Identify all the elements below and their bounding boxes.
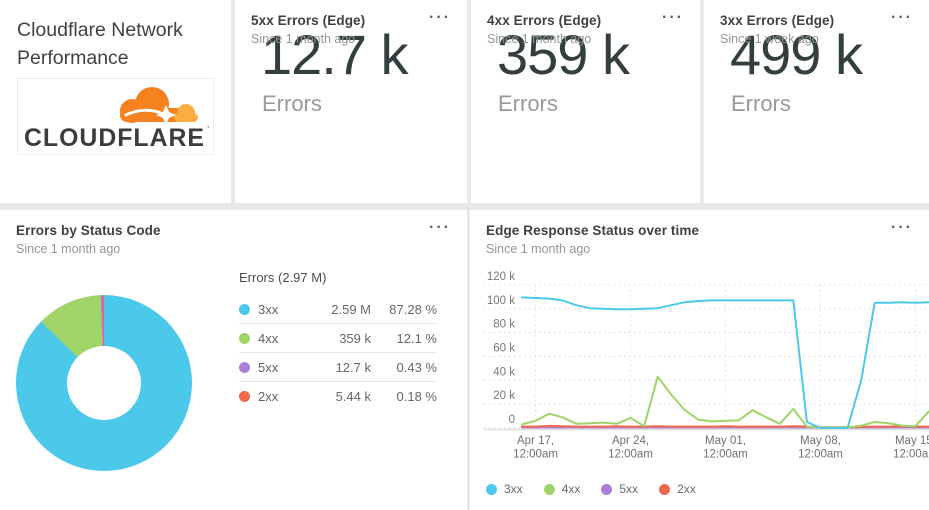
y-axis-label: 40 k — [493, 366, 515, 378]
line-chart-legend: 3xx 4xx 5xx 2xx — [486, 482, 696, 496]
y-axis-label: 80 k — [493, 319, 515, 331]
legend-dot-2xx — [659, 483, 671, 495]
card-title: 5xx Errors (Edge) — [251, 13, 366, 28]
series-value: 359 k — [339, 330, 371, 346]
legend-row-2xx[interactable]: 2xx 5.44 k 0.18 % — [239, 381, 437, 410]
stat-value: 12.7 k — [261, 23, 409, 86]
menu-icon[interactable]: ··· — [891, 219, 913, 236]
stat-card-5xx-errors: 5xx Errors (Edge) Since 1 month ago ··· … — [235, 0, 467, 203]
series-label: 5xx — [258, 359, 279, 375]
y-axis-label: 20 k — [493, 390, 515, 402]
series-value: 5.44 k — [335, 388, 371, 404]
series-dot-2xx — [239, 390, 250, 402]
panel-title: Errors by Status Code — [16, 223, 161, 238]
legend-row-3xx[interactable]: 3xx 2.59 M 87.28 % — [239, 295, 437, 323]
card-title: 4xx Errors (Edge) — [487, 13, 602, 28]
series-line-2xx[interactable] — [521, 424, 929, 429]
x-axis-label: May 01, 12:00am — [703, 435, 748, 461]
legend-dot-4xx — [543, 483, 555, 495]
stat-unit: Errors — [262, 90, 322, 116]
donut-hole — [67, 346, 141, 420]
cloudflare-logo: CLOUDFLARE ’ — [17, 78, 214, 155]
series-dot-4xx — [239, 332, 250, 344]
card-subtitle: Since 1 month ago — [251, 32, 356, 46]
legend-table-header: Errors (2.97 M) — [239, 270, 327, 285]
panel-subtitle: Since 1 month ago — [486, 242, 591, 256]
stat-value: 499 k — [730, 23, 863, 86]
series-percent: 0.43 % — [396, 359, 437, 375]
panel-subtitle: Since 1 month ago — [16, 242, 121, 256]
series-percent: 0.18 % — [396, 388, 437, 404]
legend-label: 2xx — [677, 482, 696, 496]
y-axis-label: 100 k — [487, 295, 515, 307]
cloudflare-logo-image: CLOUDFLARE ’ — [24, 87, 209, 152]
legend-item-4xx[interactable]: 4xx — [543, 482, 581, 496]
trademark-tick: ’ — [207, 125, 209, 136]
cloudflare-cloud-icon — [120, 87, 198, 125]
legend-label: 3xx — [504, 482, 523, 496]
menu-icon[interactable]: ··· — [429, 219, 451, 236]
cloudflare-wordmark: CLOUDFLARE — [24, 124, 205, 152]
legend-row-5xx[interactable]: 5xx 12.7 k 0.43 % — [239, 352, 437, 381]
legend-row-4xx[interactable]: 4xx 359 k 12.1 % — [239, 323, 437, 352]
stat-unit: Errors — [498, 90, 558, 116]
legend-label: 5xx — [619, 482, 639, 496]
y-axis-label: 0 — [509, 414, 515, 426]
series-percent: 12.1 % — [396, 330, 437, 346]
x-axis-label: May 15,12:00am — [893, 435, 929, 461]
series-label: 3xx — [258, 301, 279, 317]
donut-chart[interactable] — [16, 295, 192, 471]
card-subtitle: Since 1 week ago — [720, 32, 819, 46]
legend-label: 4xx — [561, 482, 581, 496]
x-axis-label: May 08, 12:00am — [798, 435, 843, 461]
x-axis-label: Apr 24, 12:00am — [608, 435, 653, 461]
series-value: 12.7 k — [335, 359, 371, 375]
stat-card-3xx-errors: 3xx Errors (Edge) Since 1 week ago ··· 4… — [704, 0, 929, 203]
stat-unit: Errors — [731, 90, 791, 116]
panel-title: Edge Response Status over time — [486, 223, 700, 238]
series-dot-5xx — [239, 361, 250, 373]
series-line-3xx[interactable] — [521, 296, 929, 429]
legend-item-5xx[interactable]: 5xx — [601, 482, 638, 496]
series-value: 2.59 M — [331, 301, 371, 317]
menu-icon[interactable]: ··· — [429, 9, 451, 26]
series-line-4xx[interactable] — [521, 375, 929, 429]
dashboard-title: Cloudflare Network Performance — [17, 19, 183, 69]
legend-item-2xx[interactable]: 2xx — [659, 482, 696, 496]
series-percent: 87.28 % — [389, 301, 437, 317]
line-chart: 0 20 k 40 k 60 k 80 k 100 k 120 k Apr 17, 12:00a… — [484, 271, 929, 461]
donut-legend-table: Errors (2.97 M) 3xx 2.59 M 87.28 % 4xx 3… — [239, 270, 437, 410]
stat-card-4xx-errors: 4xx Errors (Edge) Since 1 month ago ··· … — [471, 0, 700, 203]
card-subtitle: Since 1 month ago — [487, 32, 592, 46]
dashboard-title-card: Cloudflare Network Performance CLOUDFLAR… — [0, 0, 231, 203]
series-label: 4xx — [258, 330, 279, 346]
series-label: 2xx — [258, 388, 279, 404]
legend-dot-3xx — [486, 483, 497, 495]
y-axis-label: 60 k — [493, 342, 515, 354]
menu-icon[interactable]: ··· — [662, 9, 684, 26]
edge-response-status-panel: Edge Response Status over time Since 1 m… — [470, 210, 929, 510]
series-dot-3xx — [239, 303, 250, 315]
x-axis-label: Apr 17, 12:00am — [513, 435, 558, 461]
card-title: 3xx Errors (Edge) — [720, 13, 835, 28]
errors-by-status-code-panel: Errors by Status Code Since 1 month ago … — [0, 210, 467, 510]
stat-value: 359 k — [497, 23, 630, 86]
menu-icon[interactable]: ··· — [891, 9, 913, 26]
y-axis-label: 120 k — [487, 271, 515, 283]
legend-item-3xx[interactable]: 3xx — [486, 482, 523, 496]
legend-dot-5xx — [601, 483, 613, 495]
